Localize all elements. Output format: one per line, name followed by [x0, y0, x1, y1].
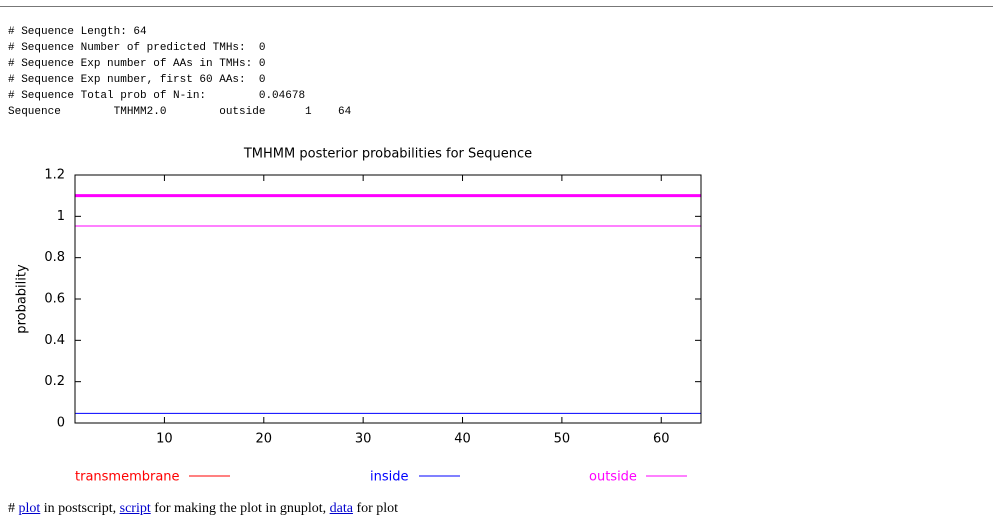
footer-text: for plot	[356, 501, 399, 516]
horizontal-rule	[0, 6, 993, 7]
result-line: # Sequence Number of predicted TMHs: 0	[8, 42, 266, 54]
footer: # plot in postscript, script for making …	[8, 501, 398, 517]
x-tick-label: 30	[355, 432, 372, 447]
y-tick-label: 0.4	[44, 333, 65, 348]
x-tick-label: 10	[156, 432, 173, 447]
x-tick-label: 20	[256, 432, 273, 447]
footer-text: in postscript,	[43, 501, 117, 516]
result-line: Sequence TMHMM2.0 outside 1 64	[8, 106, 352, 118]
y-tick-label: 0.6	[44, 292, 65, 307]
y-tick-label: 0.2	[44, 374, 65, 389]
footer-text: for making the plot in gnuplot,	[154, 501, 327, 516]
chart: TMHMM posterior probabilities for Sequen…	[15, 147, 702, 485]
x-tick-label: 50	[554, 432, 571, 447]
y-tick-label: 1.2	[44, 168, 65, 183]
link[interactable]: data	[329, 501, 353, 516]
y-tick-label: 0	[57, 416, 65, 431]
result-text: # Sequence Length: 64 # Sequence Number o…	[8, 24, 351, 120]
legend-label: inside	[370, 470, 409, 485]
y-tick-label: 0.8	[44, 250, 65, 265]
footer-text: #	[8, 501, 15, 516]
link[interactable]: plot	[18, 501, 41, 516]
x-tick-label: 40	[454, 432, 471, 447]
legend-label: outside	[589, 470, 637, 485]
link[interactable]: script	[119, 501, 151, 516]
chart-title: TMHMM posterior probabilities for Sequen…	[243, 147, 532, 162]
result-line: # Sequence Exp number, first 60 AAs: 0	[8, 74, 266, 86]
plot-frame	[74, 174, 702, 424]
y-axis-label: probability	[15, 264, 30, 334]
result-line: # Sequence Exp number of AAs in TMHs: 0	[8, 58, 266, 70]
result-line: # Sequence Length: 64	[8, 26, 147, 38]
legend-label: transmembrane	[75, 470, 180, 485]
y-tick-label: 1	[57, 209, 65, 224]
x-tick-label: 60	[653, 432, 670, 447]
result-line: # Sequence Total prob of N-in: 0.04678	[8, 90, 306, 102]
